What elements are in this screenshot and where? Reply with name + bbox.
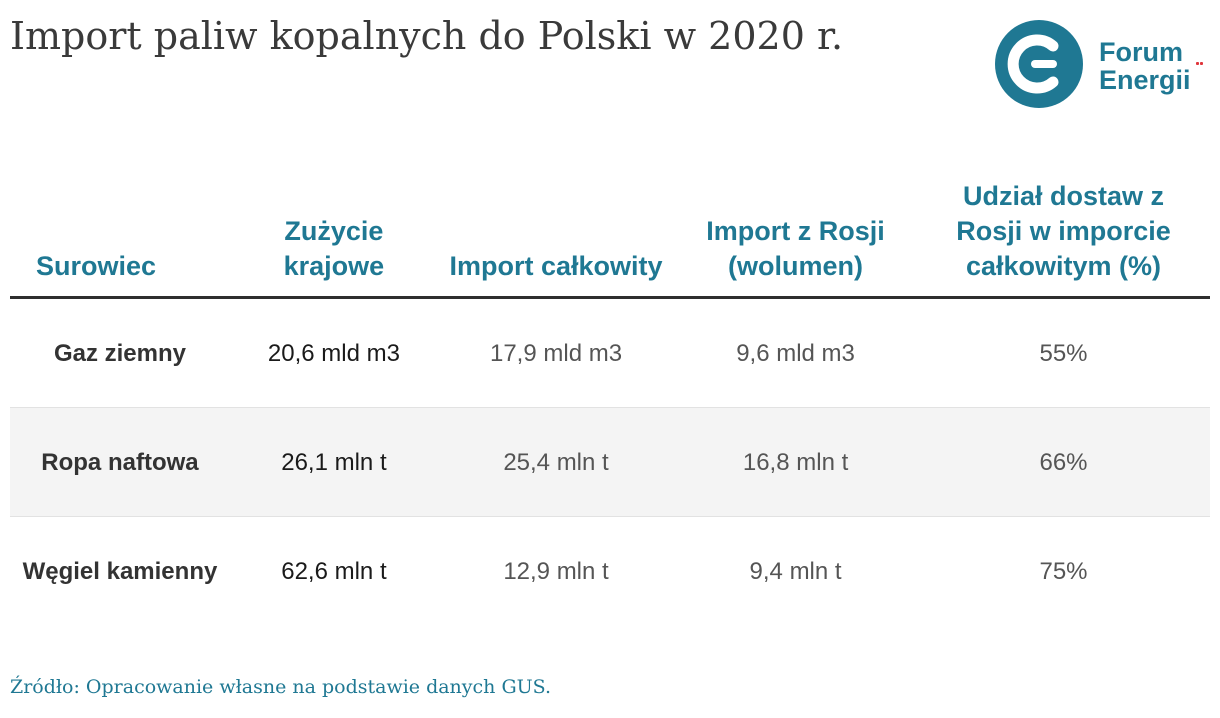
source-note: Źródło: Opracowanie własne na podstawie … (10, 676, 552, 698)
table-cell-russia-share: 75% (917, 516, 1210, 625)
table-row: Węgiel kamienny 62,6 mln t 12,9 mln t 9,… (10, 516, 1210, 625)
forum-energii-logo: Forum Energii (995, 20, 1210, 110)
table-cell-consumption: 62,6 mln t (229, 516, 438, 625)
table-cell-import-russia: 16,8 mln t (674, 407, 917, 517)
logo-accent-dots (1196, 62, 1203, 70)
table-row: Ropa naftowa 26,1 mln t 25,4 mln t 16,8 … (10, 407, 1210, 517)
table-cell-consumption: 26,1 mln t (229, 407, 438, 517)
column-header-import-total: Import całkowity (437, 175, 675, 299)
table-row: Gaz ziemny 20,6 mld m3 17,9 mld m3 9,6 m… (10, 297, 1210, 408)
chart-title: Import paliw kopalnych do Polski w 2020 … (10, 14, 844, 58)
column-header-russia-share: Udział dostaw z Rosji w imporcie całkowi… (917, 175, 1210, 299)
logo-line-forum: Forum (1099, 37, 1183, 67)
column-header-surowiec: Surowiec (10, 175, 230, 299)
table-cell-import-total: 17,9 mld m3 (437, 297, 675, 408)
forum-energii-logo-icon (995, 20, 1083, 108)
table-cell-import-total: 12,9 mln t (437, 516, 675, 625)
column-header-import-russia: Import z Rosji (wolumen) (674, 175, 917, 299)
table-cell-raw-material: Ropa naftowa (10, 407, 230, 517)
import-table: Surowiec Zużycie krajowe Import całkowit… (10, 175, 1210, 625)
table-cell-import-russia: 9,6 mld m3 (674, 297, 917, 408)
logo-wordmark: Forum Energii (1099, 38, 1191, 94)
table-cell-russia-share: 66% (917, 407, 1210, 517)
table-header-row: Surowiec Zużycie krajowe Import całkowit… (10, 175, 1210, 299)
table-cell-raw-material: Gaz ziemny (10, 297, 230, 408)
table-cell-import-total: 25,4 mln t (437, 407, 675, 517)
table-cell-consumption: 20,6 mld m3 (229, 297, 438, 408)
table-cell-russia-share: 55% (917, 297, 1210, 408)
table-cell-raw-material: Węgiel kamienny (10, 516, 230, 625)
table-cell-import-russia: 9,4 mln t (674, 516, 917, 625)
logo-line-energii: Energii (1099, 65, 1191, 95)
column-header-zuzycie: Zużycie krajowe (229, 175, 438, 299)
